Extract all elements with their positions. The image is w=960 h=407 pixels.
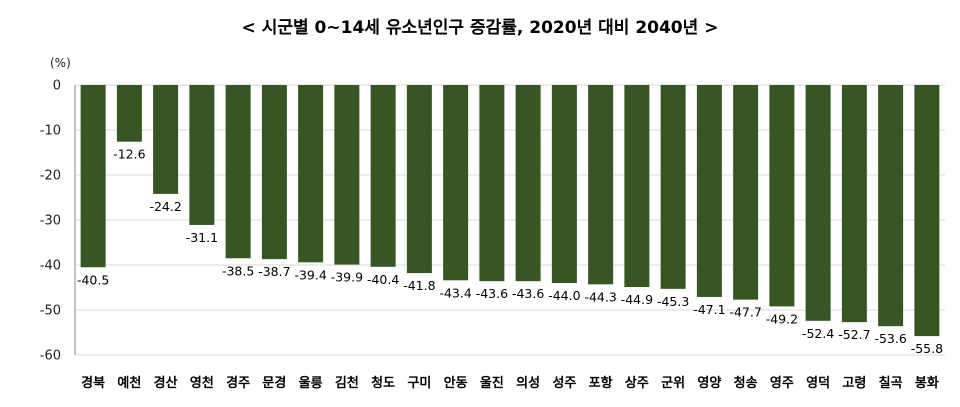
data-label: -49.2	[766, 311, 798, 326]
y-tick-label: -30	[40, 214, 61, 229]
x-category-label: 영양	[697, 376, 721, 391]
x-category-label: 영덕	[806, 375, 830, 391]
y-tick-label: 0	[53, 79, 61, 94]
bar	[116, 85, 142, 142]
y-tick-label: -20	[40, 169, 61, 184]
x-category-label: 울릉	[299, 375, 323, 391]
unit-label: (%)	[50, 56, 71, 70]
y-tick-label: -10	[40, 124, 61, 139]
data-label: -55.8	[911, 341, 943, 356]
data-labels: -40.5 -12.6 -24.2 -31.1 -38.5 -38.7 -39.4 -39.9…	[77, 147, 943, 356]
data-label: -43.4	[439, 285, 471, 300]
x-category-label: 포항	[589, 375, 613, 391]
data-label: -39.9	[331, 270, 363, 285]
bar	[769, 85, 795, 307]
bar	[624, 85, 650, 288]
y-tick-label: -50	[40, 304, 61, 319]
data-label: -45.3	[657, 294, 689, 309]
bar	[370, 85, 396, 267]
bar	[189, 85, 215, 225]
data-label: -52.7	[838, 327, 870, 342]
bar	[805, 85, 831, 321]
data-label: -44.3	[584, 289, 616, 304]
data-label: -24.2	[149, 199, 181, 214]
bar	[878, 85, 904, 327]
x-category-label: 봉화	[915, 375, 939, 391]
x-category-label: 상주	[625, 376, 649, 391]
data-label: -43.6	[476, 286, 508, 301]
data-label: -40.4	[367, 272, 399, 287]
chart-title: < 시군별 0~14세 유소년인구 증감률, 2020년 대비 2040년 >	[242, 18, 719, 38]
data-label: -44.9	[621, 292, 653, 307]
x-category-label: 성주	[552, 376, 576, 391]
bar	[588, 85, 614, 285]
data-label: -38.7	[258, 264, 290, 279]
y-tick-label: -60	[40, 349, 61, 364]
data-label: -41.8	[403, 278, 435, 293]
x-category-label: 문경	[262, 375, 286, 391]
gridlines	[75, 84, 945, 356]
x-axis-categories: 경북 예천 경산 영천 경주 문경 울릉 김천 청도 구미 안동 울진 의성 성주 포항 상주 군위 영양 청송 영주…	[81, 375, 939, 391]
x-category-label: 김천	[335, 376, 359, 391]
bar	[153, 85, 179, 194]
data-label: -52.4	[802, 326, 834, 341]
bar	[660, 85, 686, 289]
data-label: -53.6	[874, 331, 906, 346]
x-category-label: 경산	[154, 375, 178, 391]
x-category-label: 영주	[770, 376, 794, 391]
data-label: -40.5	[77, 272, 109, 287]
bar	[479, 85, 505, 282]
bar	[443, 85, 469, 281]
bar	[696, 85, 722, 297]
x-category-label: 청송	[734, 375, 758, 391]
x-category-label: 안동	[444, 375, 468, 391]
bars	[80, 85, 940, 337]
bar	[733, 85, 759, 300]
x-category-label: 의성	[516, 375, 540, 391]
bar	[225, 85, 251, 259]
data-label: -43.6	[512, 286, 544, 301]
bar	[841, 85, 867, 323]
x-category-label: 영천	[190, 376, 214, 391]
bar	[515, 85, 541, 282]
bar	[298, 85, 324, 263]
data-label: -47.7	[729, 305, 761, 320]
bar	[406, 85, 432, 274]
bar	[914, 85, 940, 337]
x-category-label: 울진	[480, 375, 504, 391]
x-category-label: 칠곡	[879, 375, 903, 391]
data-label: -12.6	[113, 147, 145, 162]
data-label: -31.1	[186, 230, 218, 245]
data-label: -47.1	[693, 302, 725, 317]
bar	[80, 85, 106, 268]
x-category-label: 고령	[842, 376, 866, 391]
data-label: -44.0	[548, 288, 580, 303]
bar	[551, 85, 577, 283]
data-label: -38.5	[222, 263, 254, 278]
x-category-label: 경북	[81, 375, 105, 391]
x-category-label: 청도	[371, 375, 395, 391]
x-category-label: 군위	[661, 376, 685, 391]
bar	[261, 85, 287, 260]
x-category-label: 예천	[117, 375, 141, 391]
x-category-label: 경주	[226, 375, 250, 391]
y-tick-label: -40	[40, 259, 61, 274]
bar	[334, 85, 360, 265]
data-label: -39.4	[294, 267, 326, 282]
x-category-label: 구미	[407, 375, 431, 391]
y-axis-ticks: 0 -10 -20 -30 -40 -50 -60	[40, 79, 61, 364]
